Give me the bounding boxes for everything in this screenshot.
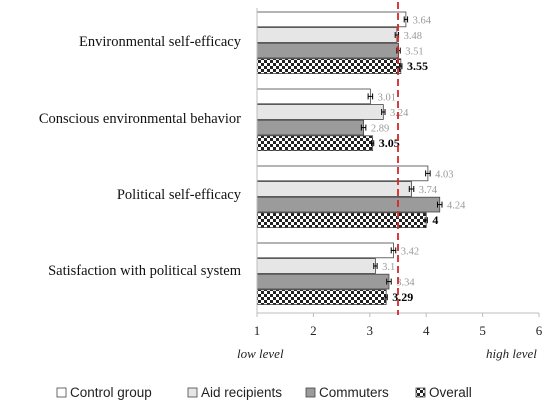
bar-2-2 — [256, 104, 384, 120]
data-label: 3.42 — [401, 246, 419, 257]
category-label: Conscious environmental behavior — [39, 111, 241, 127]
legend-swatch — [415, 387, 426, 398]
error-bar — [384, 294, 388, 301]
bar-3-1 — [256, 42, 399, 59]
bar-2-3 — [256, 181, 412, 197]
bar-3-2 — [256, 119, 364, 136]
data-label: 3.64 — [413, 15, 432, 26]
error-bar — [403, 16, 409, 23]
data-label: 3.01 — [378, 92, 396, 103]
bar-1-2 — [256, 88, 371, 105]
x-tick-label: 4 — [423, 323, 430, 338]
data-label: 3.74 — [419, 185, 438, 196]
error-bar — [390, 247, 397, 254]
data-label: 2.89 — [371, 124, 389, 135]
error-bar — [360, 124, 367, 131]
x-tick-label: 1 — [254, 323, 261, 338]
data-label: 3.05 — [379, 136, 400, 150]
legend-label: Control group — [70, 385, 152, 400]
data-label: 3.48 — [404, 31, 422, 42]
error-bar — [373, 263, 378, 269]
legend-label: Aid recipients — [201, 385, 282, 400]
legend-item: Overall — [415, 385, 472, 400]
legend-item: Aid recipients — [187, 385, 282, 400]
low-level-annotation: low level — [237, 346, 284, 361]
data-label: 3.1 — [382, 262, 395, 273]
x-tick-label: 5 — [479, 323, 486, 338]
data-label: 3.51 — [405, 47, 423, 58]
category-label: Satisfaction with political system — [48, 263, 242, 279]
error-bar — [381, 109, 386, 115]
bar-2-4 — [256, 258, 376, 274]
bar-4-4 — [256, 289, 387, 305]
error-bar — [399, 63, 403, 70]
x-tick-label: 6 — [536, 323, 543, 338]
data-label: 3.24 — [390, 108, 409, 119]
legend-swatch — [187, 387, 198, 398]
legend-item: Commuters — [305, 385, 389, 400]
x-tick-label: 2 — [310, 323, 317, 338]
bar-1-4 — [256, 242, 394, 259]
legend-item: Control group — [56, 385, 152, 400]
error-bar — [436, 201, 443, 208]
bar-4-1 — [256, 58, 402, 74]
error-bar — [424, 217, 428, 224]
bar-3-3 — [256, 196, 441, 213]
data-label: 4 — [432, 213, 438, 227]
x-tick-label: 3 — [367, 323, 374, 338]
legend-label: Overall — [429, 385, 472, 400]
category-label: Political self-efficacy — [117, 187, 242, 203]
bar-4-2 — [256, 135, 374, 152]
category-label: Environmental self-efficacy — [79, 34, 242, 50]
bar-1-1 — [256, 11, 407, 28]
bar-3-4 — [256, 273, 390, 290]
error-bar — [425, 170, 431, 177]
legend-swatch — [305, 387, 316, 398]
data-label: 3.29 — [392, 290, 413, 304]
legend-swatch — [56, 387, 67, 398]
data-label: 3.55 — [407, 59, 428, 73]
data-label: 4.03 — [435, 169, 453, 180]
error-bar — [370, 140, 375, 147]
bar-1-3 — [256, 165, 429, 182]
bar-4-3 — [256, 212, 427, 229]
error-bar — [386, 278, 392, 285]
error-bar — [367, 93, 374, 100]
bar-2-1 — [256, 27, 398, 43]
high-level-annotation: high level — [486, 346, 537, 361]
data-label: 3.34 — [396, 278, 415, 289]
legend-label: Commuters — [319, 385, 389, 400]
error-bar — [408, 186, 415, 192]
data-label: 4.24 — [447, 201, 466, 212]
